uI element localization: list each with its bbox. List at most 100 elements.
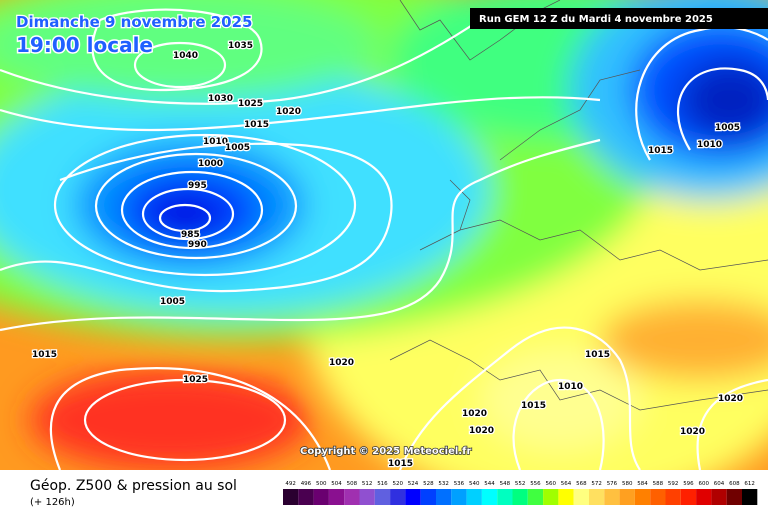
run-banner: [470, 8, 768, 29]
legend-swatch: [619, 489, 635, 505]
legend-label: 540: [469, 481, 480, 487]
legend-swatch: [512, 489, 528, 505]
isobar-label: 1010: [558, 382, 583, 392]
legend-swatch: [497, 489, 513, 505]
legend-label: 528: [423, 481, 434, 487]
legend-label: 608: [729, 481, 740, 487]
isobar-label: 995: [188, 181, 207, 191]
legend-label: 552: [515, 481, 526, 487]
legend-swatch: [420, 489, 436, 505]
run-label: Run GEM 12 Z du Mardi 4 novembre 2025: [479, 14, 713, 25]
legend-swatch: [390, 489, 406, 505]
isobar-label: 1020: [718, 394, 743, 404]
legend-label: 544: [484, 481, 495, 487]
isobar-label: 1010: [697, 140, 722, 150]
legend-swatch: [344, 489, 360, 505]
legend-label: 532: [438, 481, 449, 487]
isobar-label: 1040: [173, 51, 198, 61]
legend-label: 576: [607, 481, 618, 487]
legend-label: 596: [683, 481, 694, 487]
isobar-label: 1025: [238, 99, 263, 109]
legend-label: 492: [285, 481, 296, 487]
isobar-label: 1000: [198, 159, 223, 169]
isobar-label: 1015: [521, 401, 546, 411]
legend-label: 512: [362, 481, 373, 487]
legend-swatch: [374, 489, 391, 505]
legend: 492 496 500 504 508 512 516 520 524 528 532 536 540 5…: [283, 481, 758, 505]
coastlines: [389, 0, 768, 411]
legend-label: 516: [377, 481, 388, 487]
legend-swatch: [466, 489, 482, 505]
date-label: Dimanche 9 novembre 2025: [16, 13, 253, 31]
legend-label: 560: [546, 481, 557, 487]
isobar-label: 1035: [228, 41, 253, 51]
legend-label: 604: [714, 481, 725, 487]
legend-swatch: [558, 489, 574, 505]
legend-label: 564: [561, 481, 572, 487]
legend-swatch: [589, 489, 605, 505]
legend-swatch: [696, 489, 712, 505]
isobar-label: 1005: [225, 143, 250, 153]
legend-swatch: [359, 489, 375, 505]
legend-label: 536: [454, 481, 465, 487]
legend-label: 504: [331, 481, 342, 487]
legend-swatch: [328, 489, 345, 505]
isobar-label: 1015: [388, 459, 413, 469]
legend-label: 580: [622, 481, 633, 487]
legend-label: 500: [316, 481, 327, 487]
isobar-label: 1020: [680, 427, 705, 437]
legend-swatch: [650, 489, 666, 505]
isobar-label: 1005: [160, 297, 185, 307]
isobar-label: 1015: [585, 350, 610, 360]
legend-swatch: [604, 489, 620, 505]
legend-label: 508: [347, 481, 358, 487]
isobar-label: 1020: [329, 358, 354, 368]
legend-label: 556: [530, 481, 541, 487]
isobar-label: 1020: [469, 426, 494, 436]
isobar-label: 985: [181, 230, 200, 240]
legend-swatch: [711, 489, 727, 505]
legend-swatch: [481, 489, 498, 505]
time-label: 19:00 locale: [16, 33, 153, 57]
isobar-label: 1020: [276, 107, 301, 117]
legend-swatch: [726, 489, 742, 505]
legend-swatch: [436, 489, 452, 505]
legend-label: 548: [500, 481, 511, 487]
legend-swatch: [543, 489, 559, 505]
legend-label: 572: [591, 481, 602, 487]
legend-label: 612: [744, 481, 755, 487]
legend-swatch: [680, 489, 697, 505]
legend-swatch: [451, 489, 467, 505]
isobar-label: 1010: [203, 137, 228, 147]
isobar-labels: 1040 1035 1030 1025 1020 1015 1010 1005 …: [31, 40, 745, 470]
legend-swatch: [573, 489, 589, 505]
legend-label: 584: [637, 481, 648, 487]
isobar-label: 1005: [715, 123, 740, 133]
isobar-label: 1030: [208, 94, 233, 104]
isobar-label: 1015: [244, 120, 269, 130]
legend-label: 520: [393, 481, 404, 487]
lead-time: (+ 126h): [30, 497, 75, 508]
isobar-label: 1015: [648, 146, 673, 156]
legend-swatch: [283, 489, 299, 505]
isobar-label: 1025: [183, 375, 208, 385]
legend-swatch: [298, 489, 314, 505]
isobar-label: 1015: [32, 350, 57, 360]
legend-label: 568: [576, 481, 587, 487]
legend-label: 588: [653, 481, 664, 487]
copyright: Copyright © 2025 Meteociel.fr: [300, 446, 471, 457]
legend-label: 592: [668, 481, 679, 487]
isobar-label: 990: [188, 240, 207, 250]
legend-swatch: [313, 489, 329, 505]
isobars: [0, 8, 768, 470]
legend-swatch: [665, 489, 681, 505]
legend-label: 496: [301, 481, 312, 487]
footer-title: Géop. Z500 & pression au sol: [30, 478, 237, 494]
isobar-label: 1020: [462, 409, 487, 419]
legend-swatch: [634, 489, 651, 505]
legend-label: 600: [699, 481, 710, 487]
legend-swatch: [405, 489, 421, 505]
legend-swatch: [742, 489, 758, 505]
